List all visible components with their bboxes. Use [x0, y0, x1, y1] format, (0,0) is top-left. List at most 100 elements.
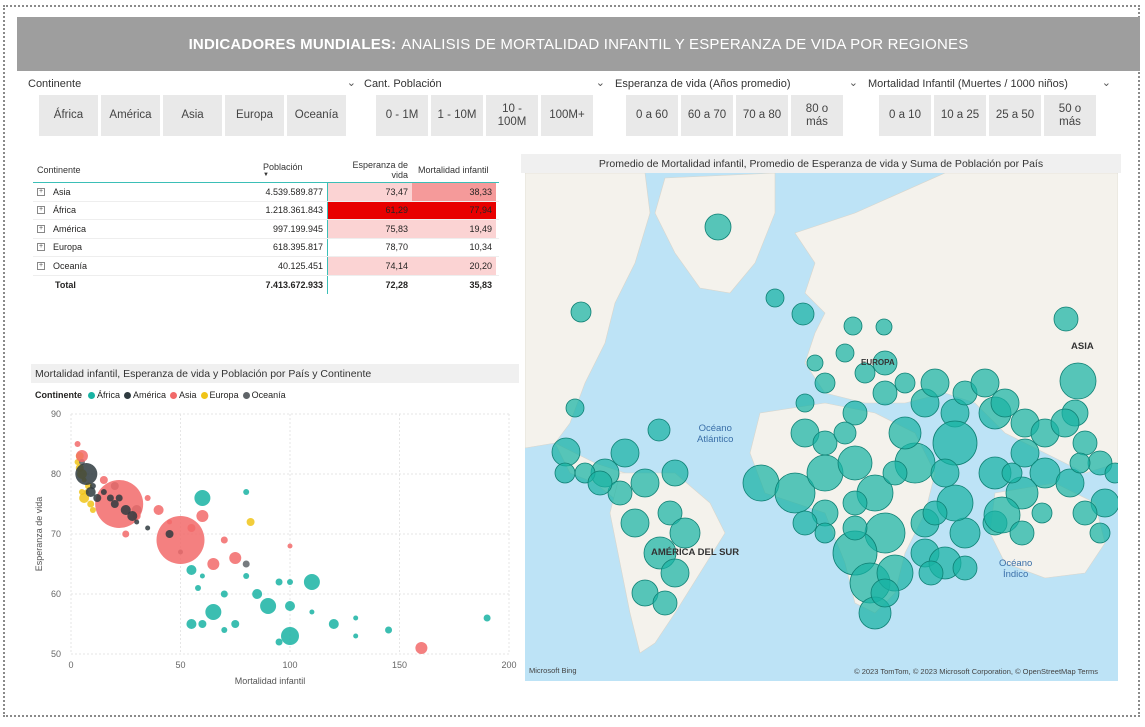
scatter-point[interactable]: [156, 516, 205, 564]
scatter-point[interactable]: [199, 573, 205, 579]
scatter-point[interactable]: [260, 598, 277, 614]
scatter-point[interactable]: [353, 615, 359, 621]
map-bubble[interactable]: [661, 459, 689, 487]
scatter-point[interactable]: [285, 601, 295, 611]
scatter-point[interactable]: [303, 574, 320, 590]
map-visual[interactable]: Océano Atlántico Océano Índico AMÉRICA D…: [525, 173, 1118, 681]
map-bubble[interactable]: [872, 380, 898, 406]
tile-esp-60-70[interactable]: 60 a 70: [681, 95, 733, 136]
map-bubble[interactable]: [920, 368, 950, 398]
scatter-point[interactable]: [120, 505, 131, 515]
map-bubble[interactable]: [814, 522, 836, 544]
tile-europa[interactable]: Europa: [225, 95, 284, 136]
scatter-point[interactable]: [220, 536, 228, 544]
col-poblacion[interactable]: Población ▼: [257, 158, 328, 182]
map-bubble[interactable]: [792, 510, 818, 536]
map-bubble[interactable]: [833, 421, 857, 445]
scatter-point[interactable]: [145, 525, 151, 531]
tile-pob-1-10m[interactable]: 1 - 10M: [431, 95, 483, 136]
matrix-row[interactable]: + Asia 4.539.589.877 73,47 38,33: [33, 183, 499, 202]
scatter-point[interactable]: [187, 524, 196, 532]
map-bubble[interactable]: [932, 420, 978, 466]
map-bubble[interactable]: [983, 496, 1021, 534]
tile-asia[interactable]: Asia: [163, 95, 222, 136]
legend-item[interactable]: América: [124, 390, 166, 400]
map-bubble[interactable]: [949, 517, 981, 549]
map-bubble[interactable]: [842, 400, 868, 426]
scatter-point[interactable]: [100, 489, 107, 495]
map-bubble[interactable]: [652, 590, 678, 616]
map-bubble[interactable]: [882, 460, 908, 486]
map-bubble[interactable]: [894, 372, 916, 394]
scatter-point[interactable]: [75, 463, 98, 485]
map-bubble[interactable]: [970, 368, 1000, 398]
map-bubble[interactable]: [795, 393, 815, 413]
map-bubble[interactable]: [990, 388, 1020, 418]
map-bubble[interactable]: [791, 302, 815, 326]
map-bubble[interactable]: [918, 560, 944, 586]
legend-item[interactable]: Oceanía: [242, 390, 286, 400]
scatter-point[interactable]: [196, 510, 209, 522]
scatter-point[interactable]: [110, 500, 119, 508]
map-bubble[interactable]: [922, 500, 948, 526]
col-continente[interactable]: Continente: [37, 165, 81, 175]
scatter-point[interactable]: [106, 494, 114, 502]
map-bubble[interactable]: [774, 472, 816, 514]
matrix-row[interactable]: + Europa 618.395.817 78,70 10,34: [33, 238, 499, 257]
scatter-point[interactable]: [309, 609, 315, 615]
matrix-row[interactable]: + Oceanía 40.125.451 74,14 20,20: [33, 257, 499, 276]
map-bubble[interactable]: [806, 354, 824, 372]
map-bubble[interactable]: [565, 398, 585, 418]
tile-mort-25-50[interactable]: 25 a 50: [989, 95, 1041, 136]
scatter-point[interactable]: [194, 490, 211, 506]
scatter-point[interactable]: [89, 507, 96, 513]
map-bubble[interactable]: [854, 362, 876, 384]
tile-mort-10-25[interactable]: 10 a 25: [934, 95, 986, 136]
scatter-point[interactable]: [79, 493, 90, 503]
map-bubble[interactable]: [814, 372, 836, 394]
map-bubble[interactable]: [1055, 468, 1085, 498]
tile-esp-80-mas[interactable]: 80 o más: [791, 95, 843, 136]
map-bubble[interactable]: [952, 555, 978, 581]
scatter-point[interactable]: [243, 489, 250, 495]
scatter-point[interactable]: [243, 573, 250, 579]
map-bubble[interactable]: [610, 438, 640, 468]
scatter-point[interactable]: [220, 590, 228, 598]
scatter-point[interactable]: [353, 633, 359, 639]
scatter-point[interactable]: [328, 619, 339, 629]
scatter-point[interactable]: [87, 500, 95, 508]
map-bubble[interactable]: [1104, 462, 1118, 484]
tile-mort-50-mas[interactable]: 50 o más: [1044, 95, 1096, 136]
tile-mort-0-10[interactable]: 0 a 10: [879, 95, 931, 136]
map-bubble[interactable]: [607, 480, 633, 506]
map-bubble[interactable]: [812, 430, 838, 456]
matrix-row[interactable]: + África 1.218.361.843 61,29 77,94: [33, 201, 499, 220]
map-bubble[interactable]: [704, 213, 732, 241]
scatter-point[interactable]: [483, 614, 491, 622]
expand-icon[interactable]: +: [37, 224, 45, 233]
map-bubble[interactable]: [647, 418, 671, 442]
map-bubble[interactable]: [1089, 522, 1111, 544]
map-bubble[interactable]: [1072, 430, 1098, 456]
tile-pob-10-100m[interactable]: 10 - 100M: [486, 95, 538, 136]
map-bubble[interactable]: [554, 462, 576, 484]
legend-item[interactable]: Asia: [170, 390, 197, 400]
legend-item[interactable]: África: [88, 390, 120, 400]
expand-icon[interactable]: +: [37, 187, 45, 196]
chevron-down-icon[interactable]: ⌄: [595, 77, 605, 89]
map-bubble[interactable]: [837, 445, 873, 481]
scatter-point[interactable]: [186, 619, 197, 629]
chevron-down-icon[interactable]: ⌄: [848, 77, 858, 89]
map-bubbles[interactable]: [525, 173, 1118, 681]
map-bubble[interactable]: [806, 454, 844, 492]
map-bubble[interactable]: [835, 343, 855, 363]
tile-pob-0-1m[interactable]: 0 - 1M: [376, 95, 428, 136]
tile-america[interactable]: América: [101, 95, 160, 136]
scatter-point[interactable]: [207, 558, 220, 570]
map-bubble[interactable]: [742, 464, 780, 502]
col-mortalidad[interactable]: Mortalidad infantil: [418, 165, 489, 175]
scatter-point[interactable]: [231, 620, 240, 628]
map-bubble[interactable]: [872, 350, 898, 376]
scatter-point[interactable]: [122, 530, 130, 538]
tile-esp-70-80[interactable]: 70 a 80: [736, 95, 788, 136]
